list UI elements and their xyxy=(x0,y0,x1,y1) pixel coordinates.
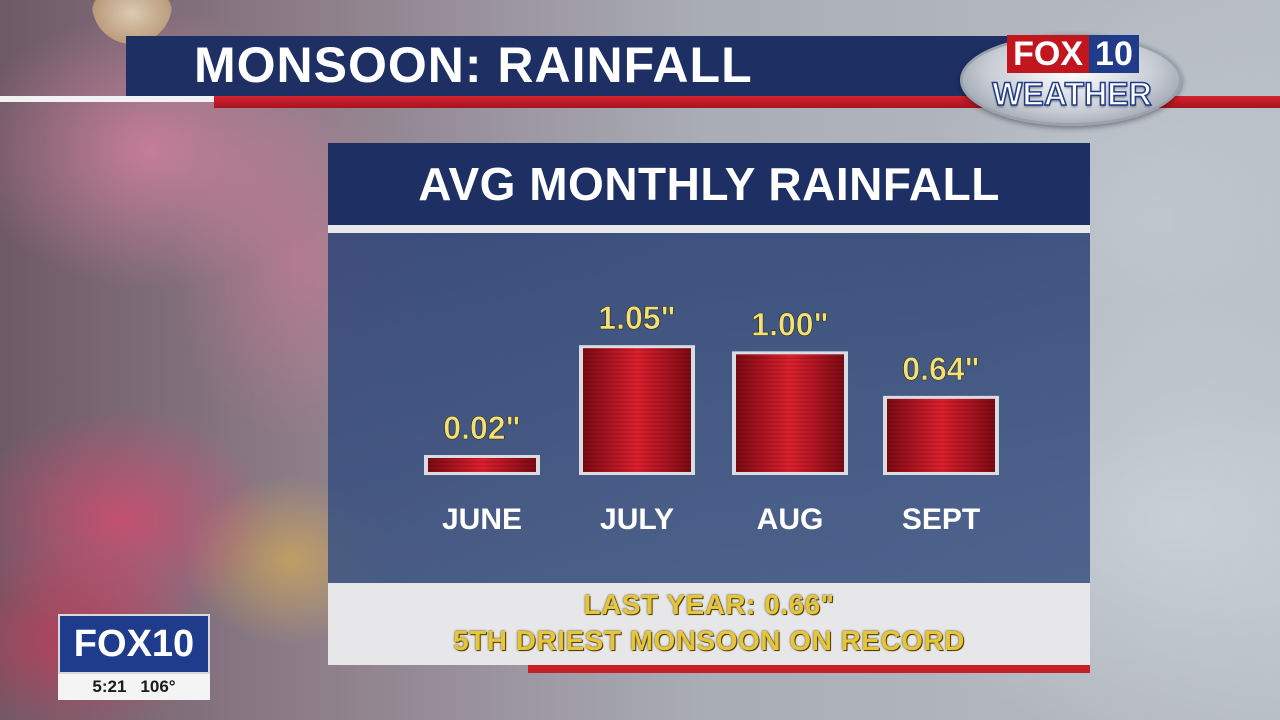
bug-temp: 106° xyxy=(140,677,176,696)
station-bug: FOX10 5:21 106° xyxy=(58,614,210,700)
bar-texture-sept xyxy=(887,398,995,472)
last-year-text: LAST YEAR: 0.66" xyxy=(583,589,835,620)
chart-area: 0.02" JUNE 1.05" JULY 1.00" AUG 0.64" SEPT xyxy=(328,233,1090,583)
rainfall-panel: AVG MONTHLY RAINFALL 0.02" JUNE 1.05" JULY 1… xyxy=(328,143,1090,673)
value-label-aug: 1.00" xyxy=(751,306,828,342)
panel-title: AVG MONTHLY RAINFALL xyxy=(418,158,1000,210)
logo-weather-text: WEATHER xyxy=(992,75,1153,113)
category-label-aug: AUG xyxy=(757,503,824,536)
bar-texture-july xyxy=(583,348,691,472)
panel-divider xyxy=(328,225,1090,233)
bar-texture-june xyxy=(428,458,536,472)
value-label-sept: 0.64" xyxy=(902,351,979,387)
bar-texture-aug xyxy=(736,354,844,472)
record-text: 5TH DRIEST MONSOON ON RECORD xyxy=(453,625,965,656)
header-title: MONSOON: RAINFALL xyxy=(194,37,753,93)
value-label-july: 1.05" xyxy=(598,300,675,336)
bar-chart: 0.02" JUNE 1.05" JULY 1.00" AUG 0.64" SEPT xyxy=(424,300,999,536)
logo-ten-text: 10 xyxy=(1089,35,1139,73)
bug-info: 5:21 106° xyxy=(58,674,210,700)
logo-fox-text: FOX xyxy=(1007,35,1090,73)
value-label-june: 0.02" xyxy=(443,410,520,446)
category-label-july: JULY xyxy=(600,503,674,536)
category-label-june: JUNE xyxy=(442,503,522,536)
category-label-sept: SEPT xyxy=(902,503,980,536)
bug-time: 5:21 xyxy=(92,677,127,696)
bug-logo: FOX10 xyxy=(58,614,210,674)
header-white-rule xyxy=(0,96,214,102)
panel-footer: LAST YEAR: 0.66" 5TH DRIEST MONSOON ON R… xyxy=(328,583,1090,665)
panel-title-bar xyxy=(328,143,1090,225)
header-bar xyxy=(126,36,1026,96)
footer-red-rule xyxy=(528,665,1090,673)
logo-wordmark: FOX 10 xyxy=(1004,34,1142,74)
